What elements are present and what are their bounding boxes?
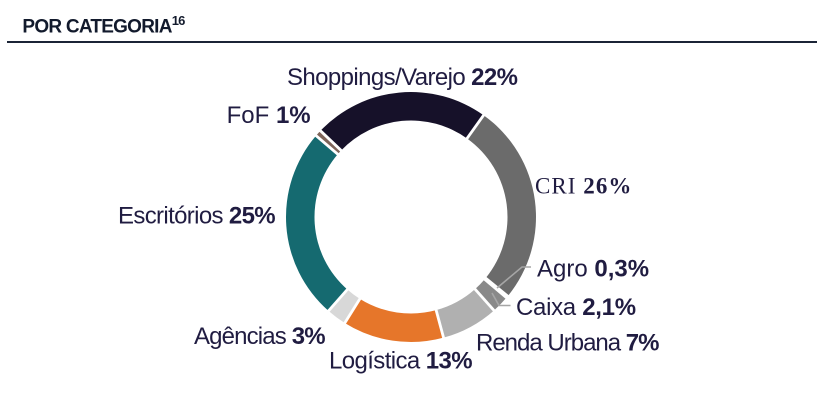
svg-text:FoF 1%: FoF 1% <box>227 102 311 129</box>
svg-text:Agro 0,3%: Agro 0,3% <box>537 256 649 283</box>
svg-text:Renda Urbana 7%: Renda Urbana 7% <box>476 330 659 357</box>
svg-text:Caixa 2,1%: Caixa 2,1% <box>516 294 636 321</box>
svg-text:Shoppings/Varejo 22%: Shoppings/Varejo 22% <box>287 64 518 91</box>
svg-text:Logística 13%: Logística 13% <box>329 347 472 374</box>
svg-text:Agências 3%: Agências 3% <box>194 323 325 350</box>
svg-text:Escritórios 25%: Escritórios 25% <box>118 202 275 229</box>
svg-text:CRI 26%: CRI 26% <box>535 174 632 199</box>
